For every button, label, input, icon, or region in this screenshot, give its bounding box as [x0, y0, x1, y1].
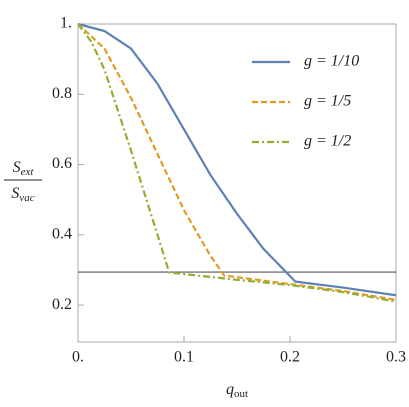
- x-axis-label-subscript: out: [234, 388, 248, 400]
- x-axis-label: qout: [226, 381, 248, 400]
- legend-label: g = 1/5: [304, 93, 351, 110]
- series-line: [77, 22, 397, 297]
- y-tick-label: 0.8: [52, 85, 72, 102]
- legend-label: g = 1/2: [304, 133, 351, 150]
- y-label-denominator-subscript: vac: [19, 192, 34, 204]
- plot-frame: [77, 23, 397, 343]
- y-label-numerator-symbol: S: [13, 159, 21, 176]
- x-tick-label: 0.: [72, 349, 84, 366]
- y-tick-label: 0.6: [52, 155, 72, 172]
- y-tick-label: 0.2: [52, 296, 72, 313]
- legend-label: g = 1/10: [304, 53, 359, 70]
- y-label-denominator-symbol: S: [11, 185, 19, 202]
- x-tick-label: 0.3: [386, 349, 406, 366]
- x-axis-label-symbol: q: [226, 381, 234, 398]
- y-label-denominator: Svac: [11, 185, 34, 204]
- x-tick-label: 0.2: [280, 349, 300, 366]
- y-tick-label: 1.: [60, 15, 72, 32]
- series-line: [77, 23, 397, 301]
- x-tick-label: 0.1: [174, 349, 194, 366]
- series-line: [77, 23, 397, 303]
- y-label-numerator-subscript: ext: [21, 166, 35, 178]
- y-tick-label: 0.4: [52, 226, 72, 243]
- y-label-numerator: Sext: [13, 159, 35, 178]
